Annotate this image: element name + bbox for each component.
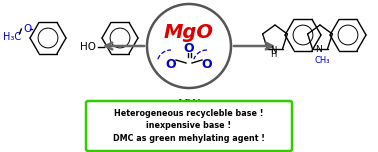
Text: O: O: [202, 57, 212, 71]
Text: HO: HO: [81, 42, 96, 52]
Text: MW: MW: [177, 98, 201, 111]
Text: O: O: [166, 57, 176, 71]
Text: O: O: [23, 24, 31, 34]
Text: N: N: [270, 46, 276, 55]
Text: H: H: [270, 50, 276, 59]
Text: MgO: MgO: [164, 22, 214, 41]
Text: O: O: [184, 41, 194, 55]
Text: H₃C: H₃C: [3, 32, 22, 42]
Text: N: N: [314, 45, 321, 54]
Text: Heterogeneous recycleble base !
inexpensive base !
DMC as green mehylating agent: Heterogeneous recycleble base ! inexpens…: [113, 109, 265, 143]
Text: CH₃: CH₃: [314, 56, 330, 65]
FancyBboxPatch shape: [86, 101, 292, 151]
